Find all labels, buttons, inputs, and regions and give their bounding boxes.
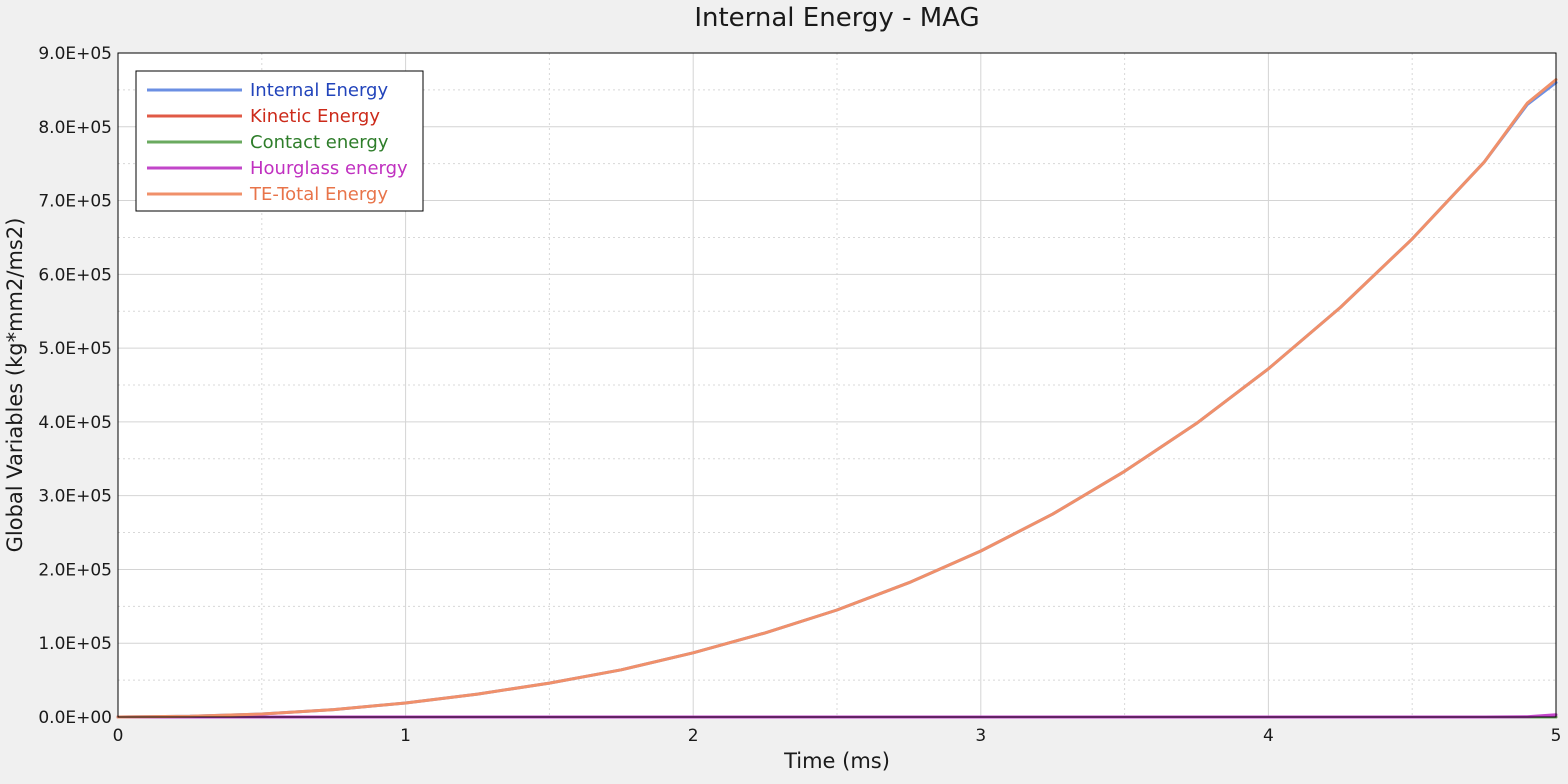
legend-label: TE-Total Energy (249, 184, 388, 205)
x-axis-label: Time (ms) (783, 749, 890, 773)
x-tick-label: 5 (1551, 726, 1562, 746)
ticks: 0 1 2 3 4 5 0.0E+00 1.0E+05 2.0E+05 3.0E+05 4.0E+0… (38, 44, 1561, 746)
y-tick-label: 5.0E+05 (38, 339, 112, 359)
x-tick-label: 0 (113, 726, 124, 746)
x-tick-label: 4 (1263, 726, 1274, 746)
y-tick-label: 2.0E+05 (38, 560, 112, 580)
grid (118, 53, 1556, 717)
y-tick-label: 1.0E+05 (38, 634, 112, 654)
legend-label: Hourglass energy (250, 158, 408, 179)
legend-label: Internal Energy (250, 80, 388, 101)
y-axis-label: Global Variables (kg*mm2/ms2) (3, 218, 27, 553)
series-line-te-total-energy (116, 78, 1558, 719)
y-tick-label: 3.0E+05 (38, 487, 112, 507)
legend-label: Kinetic Energy (250, 106, 380, 127)
legend-label: Contact energy (250, 132, 389, 153)
y-tick-label: 9.0E+05 (38, 44, 112, 64)
x-tick-label: 3 (975, 726, 986, 746)
plot-frame (117, 52, 1557, 718)
legend: Internal Energy Kinetic Energy Contact ene… (135, 70, 424, 212)
y-tick-label: 7.0E+05 (38, 192, 112, 212)
chart-title: Internal Energy - MAG (694, 3, 979, 33)
y-tick-label: 4.0E+05 (38, 413, 112, 433)
y-tick-label: 0.0E+00 (38, 708, 112, 728)
y-tick-label: 6.0E+05 (38, 265, 112, 285)
x-tick-label: 1 (400, 726, 411, 746)
y-tick-label: 8.0E+05 (38, 118, 112, 138)
x-tick-label: 2 (688, 726, 699, 746)
